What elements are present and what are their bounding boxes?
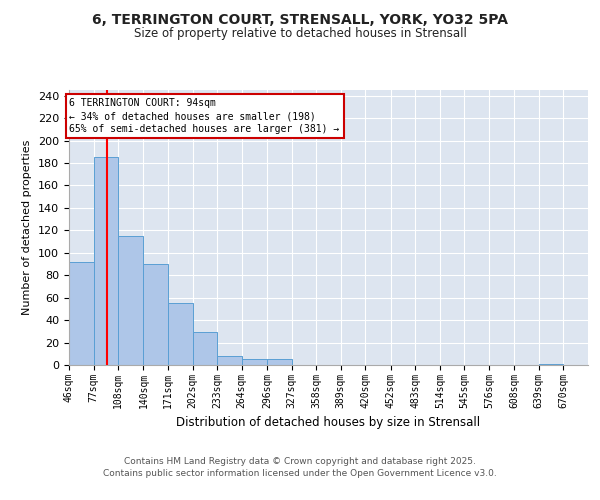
Text: Contains public sector information licensed under the Open Government Licence v3: Contains public sector information licen… xyxy=(103,469,497,478)
Text: 6, TERRINGTON COURT, STRENSALL, YORK, YO32 5PA: 6, TERRINGTON COURT, STRENSALL, YORK, YO… xyxy=(92,12,508,26)
Bar xyxy=(217,356,242,365)
Bar xyxy=(118,236,143,365)
Text: 6 TERRINGTON COURT: 94sqm
← 34% of detached houses are smaller (198)
65% of semi: 6 TERRINGTON COURT: 94sqm ← 34% of detac… xyxy=(70,98,340,134)
Bar xyxy=(143,264,168,365)
Bar xyxy=(168,304,193,365)
Bar xyxy=(193,332,217,365)
Bar xyxy=(94,158,118,365)
Bar xyxy=(539,364,563,365)
Bar xyxy=(69,262,94,365)
X-axis label: Distribution of detached houses by size in Strensall: Distribution of detached houses by size … xyxy=(176,416,481,429)
Bar xyxy=(242,360,267,365)
Text: Size of property relative to detached houses in Strensall: Size of property relative to detached ho… xyxy=(134,28,466,40)
Bar xyxy=(267,360,292,365)
Text: Contains HM Land Registry data © Crown copyright and database right 2025.: Contains HM Land Registry data © Crown c… xyxy=(124,458,476,466)
Y-axis label: Number of detached properties: Number of detached properties xyxy=(22,140,32,315)
